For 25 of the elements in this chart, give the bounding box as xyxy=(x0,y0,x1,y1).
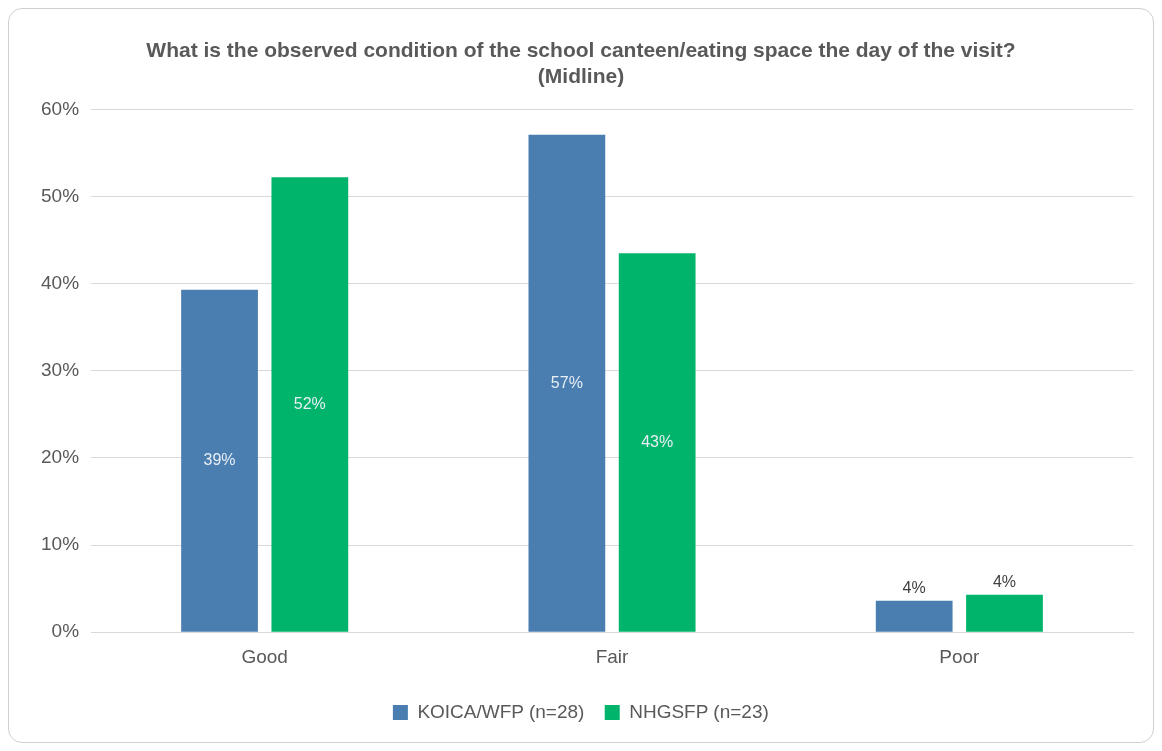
y-tick-label: 10% xyxy=(41,533,80,555)
legend-label: KOICA/WFP (n=28) xyxy=(417,700,585,722)
data-label: 43% xyxy=(641,432,674,450)
bar xyxy=(966,594,1043,632)
x-tick-label: Fair xyxy=(595,645,630,667)
y-tick-label: 30% xyxy=(41,359,80,381)
y-tick-label: 0% xyxy=(51,620,80,642)
bar xyxy=(875,600,953,632)
data-label: 57% xyxy=(550,373,583,391)
data-label: 39% xyxy=(203,451,236,469)
y-tick-label: 60% xyxy=(41,97,80,119)
bar xyxy=(181,289,258,632)
bar xyxy=(528,134,606,632)
data-label: 4% xyxy=(902,579,926,597)
x-tick-label: Good xyxy=(241,645,288,667)
data-label: 4% xyxy=(992,573,1017,591)
y-tick-label: 40% xyxy=(41,271,80,293)
x-tick-label: Poor xyxy=(939,645,981,667)
bar xyxy=(271,177,349,632)
legend-label: NHGSFP (n=23) xyxy=(629,700,769,722)
chart-title: What is the observed condition of the school canteen/eating space the day of the visit? (Midline) xyxy=(146,38,1016,87)
data-label: 52% xyxy=(293,394,326,412)
bar xyxy=(618,253,696,632)
y-tick-label: 20% xyxy=(41,446,80,468)
y-tick-label: 50% xyxy=(41,184,80,206)
